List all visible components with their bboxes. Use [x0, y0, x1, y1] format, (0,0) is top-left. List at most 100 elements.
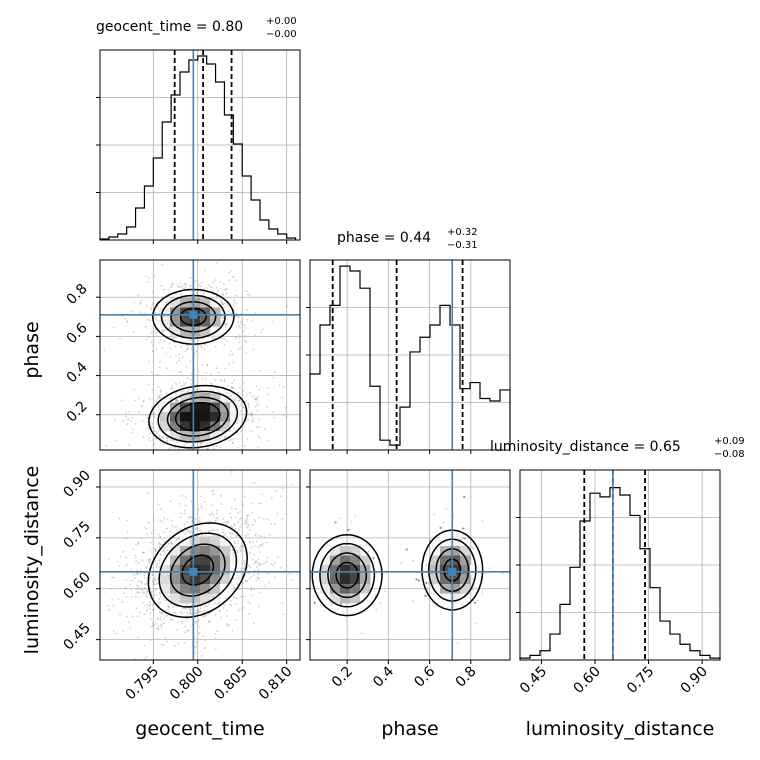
scatter-point: [425, 581, 428, 584]
scatter-point: [138, 587, 141, 590]
scatter-point: [463, 495, 466, 498]
contour-line: [327, 548, 470, 599]
scatter-point: [206, 364, 209, 367]
scatter-point: [439, 526, 442, 529]
scatter-point: [225, 609, 228, 612]
scatter-point: [463, 537, 466, 540]
scatter-point: [190, 500, 193, 503]
scatter-point: [462, 527, 465, 530]
scatter-point: [134, 461, 136, 463]
scatter-point: [209, 441, 212, 444]
scatter-point: [148, 607, 151, 610]
scatter-point: [241, 391, 244, 394]
scatter-point: [429, 539, 431, 542]
scatter-point: [313, 601, 316, 604]
scatter-point: [439, 526, 442, 529]
scatter-point: [250, 415, 253, 417]
scatter-point: [224, 435, 227, 438]
scatter-point: [172, 296, 175, 299]
scatter-point: [244, 400, 247, 403]
scatter-point: [267, 387, 269, 390]
scatter-point: [463, 495, 466, 498]
scatter-point: [372, 557, 375, 560]
scatter-point: [429, 539, 431, 542]
scatter-point: [195, 527, 198, 529]
scatter-point: [463, 495, 466, 498]
scatter-point: [256, 566, 258, 568]
scatter-point: [462, 527, 465, 530]
scatter-point: [256, 576, 259, 579]
scatter-point: [166, 299, 169, 302]
scatter-point: [225, 288, 228, 290]
scatter-point: [126, 423, 129, 425]
scatter-point: [463, 495, 466, 498]
scatter-point: [339, 603, 342, 606]
scatter-point: [163, 288, 166, 291]
scatter-point: [221, 435, 223, 437]
scatter-point: [149, 306, 152, 309]
scatter-point: [209, 513, 212, 516]
scatter-point: [334, 521, 337, 524]
scatter-point: [258, 563, 261, 566]
scatter-point: [306, 573, 308, 575]
scatter-point: [249, 541, 251, 544]
scatter-point: [203, 343, 206, 346]
contour-line: [319, 538, 477, 608]
scatter-point: [360, 632, 363, 635]
scatter-point: [429, 539, 431, 542]
scatter-point: [234, 315, 237, 318]
scatter-point: [233, 301, 235, 304]
scatter-point: [463, 537, 466, 540]
scatter-point: [252, 348, 255, 351]
scatter-point: [334, 521, 337, 524]
scatter-point: [189, 284, 191, 287]
scatter-point: [429, 539, 431, 542]
scatter-point: [213, 448, 215, 450]
scatter-point: [439, 526, 442, 529]
scatter-point: [198, 626, 201, 629]
scatter-point: [347, 529, 350, 531]
scatter-point: [415, 578, 418, 581]
scatter-point: [165, 454, 167, 456]
scatter-point: [121, 600, 124, 603]
scatter-point: [282, 413, 285, 416]
scatter-point: [164, 301, 167, 304]
density-cell: [210, 555, 221, 566]
scatter-point: [415, 578, 418, 581]
contour-line: [158, 532, 238, 608]
scatter-point: [439, 526, 442, 529]
scatter-point: [372, 557, 375, 560]
scatter-point: [417, 579, 420, 582]
scatter-point: [429, 539, 431, 542]
scatter-point: [111, 511, 113, 513]
scatter-point: [206, 447, 209, 450]
scatter-point: [174, 612, 177, 615]
scatter-point: [212, 489, 215, 492]
scatter-point: [135, 607, 138, 610]
scatter-point: [170, 542, 173, 545]
scatter-point: [251, 419, 254, 422]
density-cell: [320, 565, 331, 575]
scatter-point: [237, 512, 239, 515]
scatter-point: [151, 345, 154, 347]
scatter-point: [334, 521, 337, 524]
scatter-point: [472, 547, 475, 550]
scatter-point: [463, 495, 466, 498]
density-cell: [160, 412, 171, 422]
scatter-point: [253, 519, 256, 521]
scatter-point: [208, 620, 210, 623]
scatter-point: [159, 519, 162, 522]
scatter-point: [147, 360, 150, 363]
scatter-point: [474, 601, 476, 604]
scatter-point: [230, 531, 232, 534]
truth-marker: [189, 310, 198, 319]
scatter-point: [251, 319, 254, 322]
scatter-point: [151, 573, 154, 576]
scatter-point: [151, 303, 154, 306]
panel-hist-luminosity-distance: 0.45 0.60 0.75 0.90: [516, 469, 721, 697]
scatter-point: [194, 463, 196, 465]
scatter-point: [237, 324, 240, 327]
density-cell: [230, 555, 241, 566]
scatter-point: [146, 590, 149, 593]
scatter-point: [199, 285, 202, 288]
